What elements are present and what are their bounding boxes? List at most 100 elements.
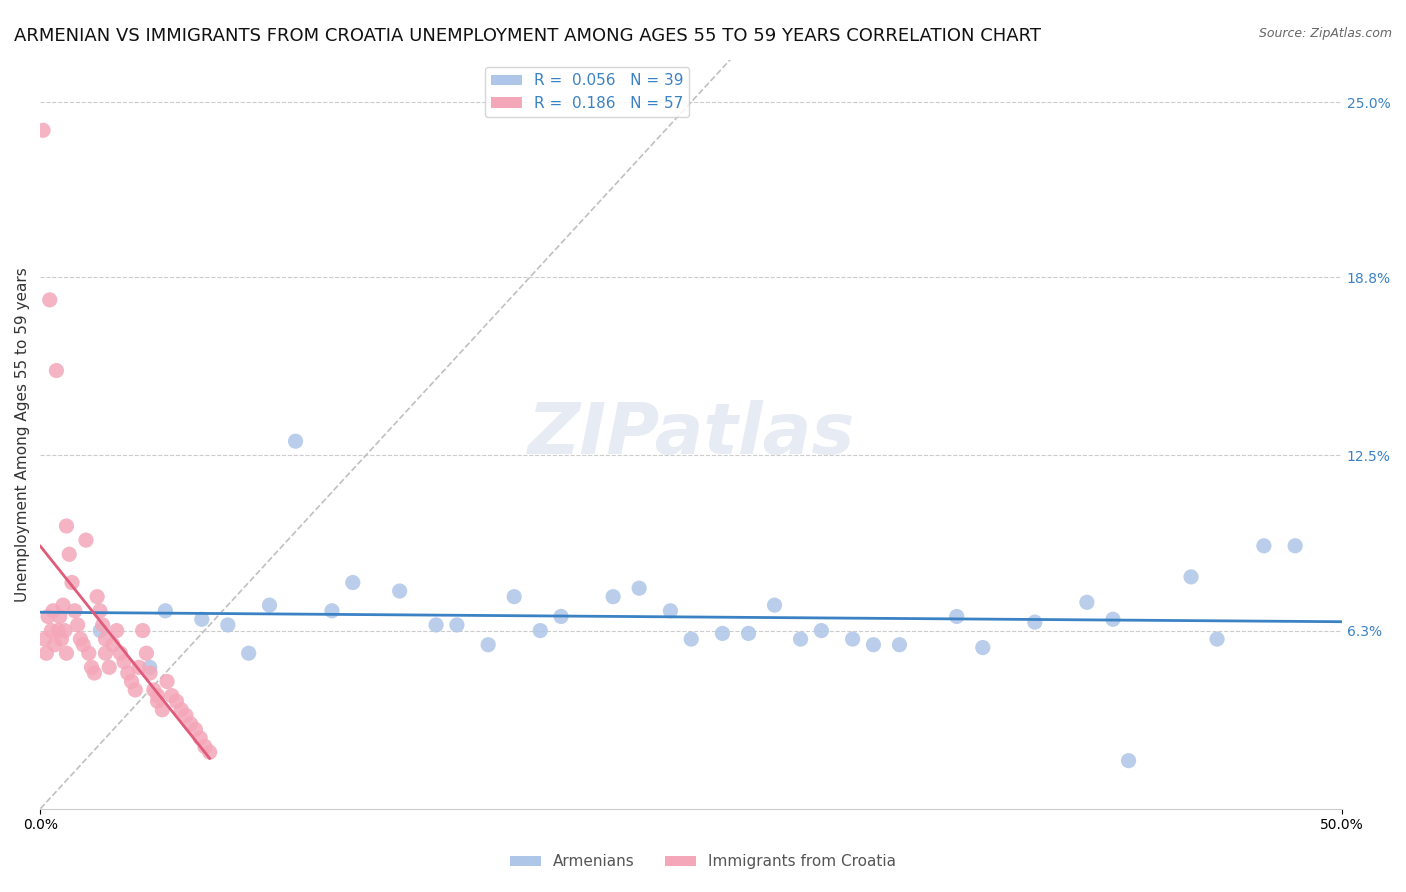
Armenians [789, 632, 811, 646]
Armenians [1118, 754, 1140, 768]
Armenians [602, 590, 624, 604]
Armenians [89, 624, 111, 638]
Immigrants from Croatia [69, 632, 91, 646]
Immigrants from Croatia [77, 646, 100, 660]
Armenians [388, 584, 411, 599]
Immigrants from Croatia [121, 674, 143, 689]
Immigrants from Croatia [156, 674, 179, 689]
Immigrants from Croatia [35, 646, 58, 660]
Immigrants from Croatia [55, 519, 77, 533]
Immigrants from Croatia [112, 655, 135, 669]
Armenians [763, 598, 786, 612]
Armenians [1102, 612, 1125, 626]
Immigrants from Croatia [83, 665, 105, 680]
Armenians [945, 609, 967, 624]
Armenians [889, 638, 911, 652]
Armenians [238, 646, 260, 660]
Immigrants from Croatia [52, 598, 75, 612]
Armenians [711, 626, 734, 640]
Immigrants from Croatia [131, 624, 153, 638]
Armenians [1024, 615, 1046, 629]
Immigrants from Croatia [117, 665, 139, 680]
Armenians [155, 604, 177, 618]
Immigrants from Croatia [72, 638, 94, 652]
Armenians [628, 581, 651, 595]
Immigrants from Croatia [166, 694, 188, 708]
Immigrants from Croatia [146, 694, 169, 708]
Text: ARMENIAN VS IMMIGRANTS FROM CROATIA UNEMPLOYMENT AMONG AGES 55 TO 59 YEARS CORRE: ARMENIAN VS IMMIGRANTS FROM CROATIA UNEM… [14, 27, 1040, 45]
Immigrants from Croatia [60, 575, 83, 590]
Immigrants from Croatia [41, 624, 63, 638]
Immigrants from Croatia [194, 739, 217, 754]
Immigrants from Croatia [37, 609, 59, 624]
Immigrants from Croatia [174, 708, 197, 723]
Immigrants from Croatia [63, 604, 86, 618]
Armenians [503, 590, 526, 604]
Immigrants from Croatia [135, 646, 157, 660]
Armenians [139, 660, 162, 674]
Armenians [477, 638, 499, 652]
Immigrants from Croatia [86, 590, 108, 604]
Immigrants from Croatia [91, 618, 114, 632]
Immigrants from Croatia [89, 604, 111, 618]
Armenians [529, 624, 551, 638]
Armenians [550, 609, 572, 624]
Armenians [737, 626, 759, 640]
Immigrants from Croatia [45, 363, 67, 377]
Immigrants from Croatia [44, 638, 66, 652]
Immigrants from Croatia [188, 731, 211, 745]
Y-axis label: Unemployment Among Ages 55 to 59 years: Unemployment Among Ages 55 to 59 years [15, 267, 30, 601]
Immigrants from Croatia [180, 717, 202, 731]
Immigrants from Croatia [48, 609, 70, 624]
Immigrants from Croatia [184, 723, 207, 737]
Armenians [425, 618, 447, 632]
Armenians [1284, 539, 1306, 553]
Text: Source: ZipAtlas.com: Source: ZipAtlas.com [1258, 27, 1392, 40]
Armenians [810, 624, 832, 638]
Immigrants from Croatia [32, 123, 55, 137]
Legend: R =  0.056   N = 39, R =  0.186   N = 57: R = 0.056 N = 39, R = 0.186 N = 57 [485, 67, 689, 117]
Armenians [972, 640, 994, 655]
Immigrants from Croatia [66, 618, 89, 632]
Immigrants from Croatia [34, 632, 56, 646]
Immigrants from Croatia [105, 624, 128, 638]
Armenians [1206, 632, 1229, 646]
Armenians [342, 575, 364, 590]
Immigrants from Croatia [150, 703, 173, 717]
Immigrants from Croatia [110, 646, 132, 660]
Armenians [321, 604, 343, 618]
Immigrants from Croatia [170, 703, 193, 717]
Armenians [1253, 539, 1275, 553]
Immigrants from Croatia [55, 646, 77, 660]
Immigrants from Croatia [46, 624, 69, 638]
Armenians [681, 632, 703, 646]
Text: ZIPatlas: ZIPatlas [527, 400, 855, 468]
Immigrants from Croatia [101, 638, 124, 652]
Immigrants from Croatia [58, 547, 80, 561]
Armenians [217, 618, 239, 632]
Immigrants from Croatia [38, 293, 60, 307]
Immigrants from Croatia [160, 689, 183, 703]
Immigrants from Croatia [51, 632, 73, 646]
Armenians [446, 618, 468, 632]
Immigrants from Croatia [80, 660, 103, 674]
Immigrants from Croatia [142, 682, 165, 697]
Immigrants from Croatia [75, 533, 97, 548]
Immigrants from Croatia [124, 682, 146, 697]
Immigrants from Croatia [94, 632, 117, 646]
Armenians [284, 434, 307, 449]
Immigrants from Croatia [42, 604, 65, 618]
Armenians [259, 598, 281, 612]
Armenians [862, 638, 884, 652]
Immigrants from Croatia [53, 624, 76, 638]
Immigrants from Croatia [139, 665, 162, 680]
Armenians [659, 604, 682, 618]
Immigrants from Croatia [146, 689, 169, 703]
Armenians [1076, 595, 1098, 609]
Legend: Armenians, Immigrants from Croatia: Armenians, Immigrants from Croatia [503, 848, 903, 875]
Armenians [841, 632, 863, 646]
Immigrants from Croatia [198, 745, 221, 759]
Immigrants from Croatia [98, 660, 121, 674]
Armenians [1180, 570, 1202, 584]
Immigrants from Croatia [94, 646, 117, 660]
